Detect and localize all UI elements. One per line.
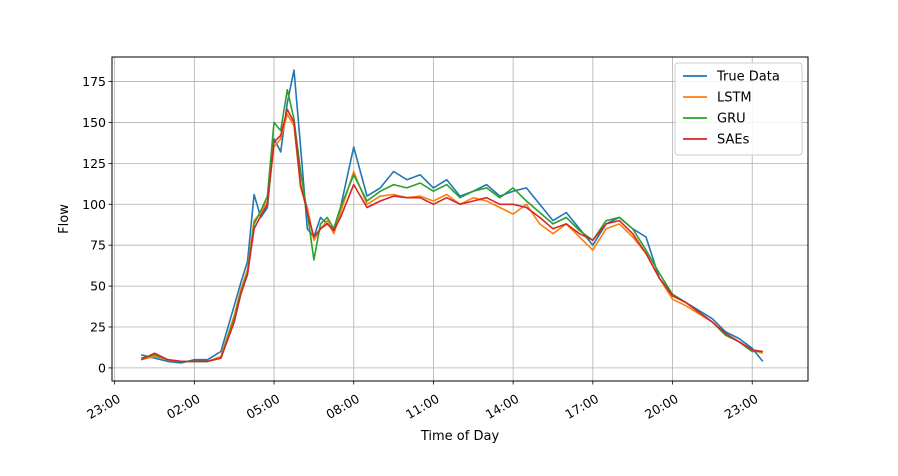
grid: [112, 57, 808, 381]
y-axis-label: Flow: [57, 204, 72, 234]
plot-series: [140, 69, 764, 364]
legend-label: SAEs: [717, 133, 750, 148]
legend: True Data LSTM GRU SAEs: [674, 62, 803, 156]
y-tick-label: 25: [90, 320, 106, 335]
y-tick-label: 125: [82, 156, 106, 171]
legend-label: LSTM: [717, 91, 752, 106]
y-tick-label: 175: [82, 74, 106, 89]
series-line-true-data: [141, 69, 764, 364]
series-line-saes: [140, 108, 763, 363]
y-tick-label: 75: [90, 238, 106, 253]
y-tick-label: 0: [98, 360, 106, 375]
legend-label: True Data: [716, 70, 780, 85]
y-tick-label: 150: [82, 115, 106, 130]
y-tick-label: 50: [90, 279, 106, 294]
plot-area-frame: [111, 56, 809, 382]
x-axis-label: Time of Day: [420, 429, 500, 444]
y-tick-label: 100: [82, 197, 106, 212]
legend-box: [674, 62, 803, 156]
legend-label: GRU: [717, 112, 746, 127]
